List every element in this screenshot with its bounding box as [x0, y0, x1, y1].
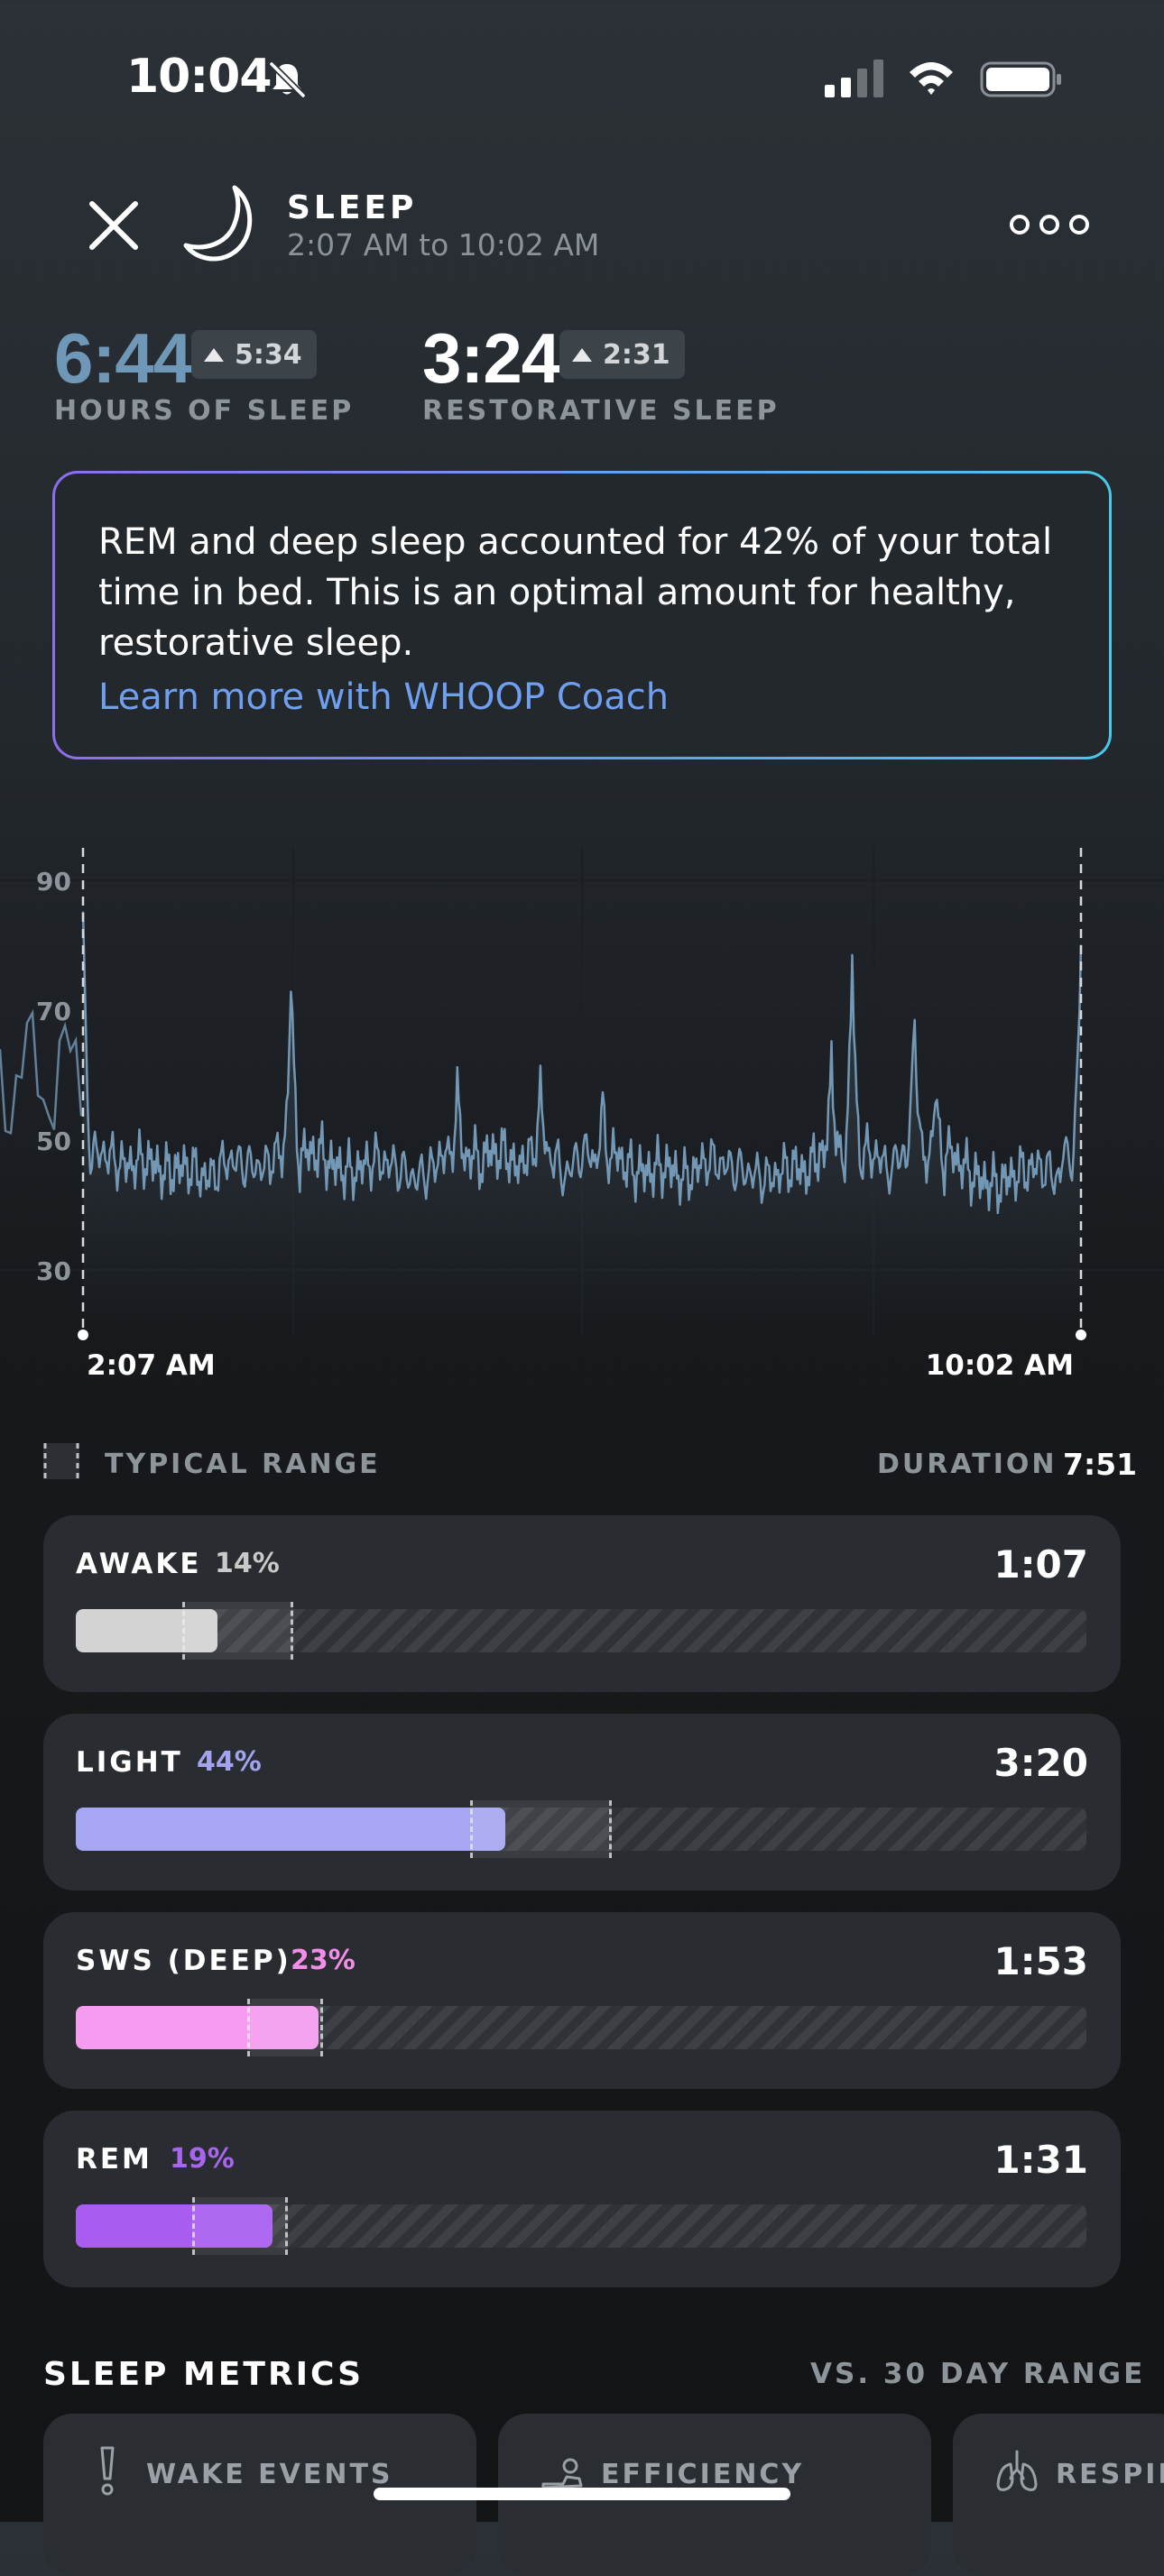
status-time: 10:04 — [126, 50, 273, 104]
hours-delta-value: 5:34 — [235, 338, 302, 371]
up-arrow-icon — [572, 347, 592, 362]
chart-end-time: 10:02 AM — [925, 1349, 1074, 1382]
stage-percent: 23% — [291, 1945, 356, 1976]
restorative-delta-badge: 2:31 — [559, 330, 685, 379]
heart-rate-area — [83, 911, 1081, 1335]
typical-range-marker — [469, 1800, 612, 1858]
restorative-delta-value: 2:31 — [603, 338, 670, 371]
chart-start-time: 2:07 AM — [87, 1349, 216, 1382]
hours-of-sleep-value: 6:44 — [54, 318, 192, 398]
y-tick-label: 50 — [36, 1127, 71, 1156]
metric-label: RESPIR — [1056, 2459, 1164, 2490]
stage-name: AWAKE — [76, 1548, 202, 1580]
stage-bar-fill — [76, 2204, 273, 2248]
metric-label: WAKE EVENTS — [146, 2459, 393, 2490]
end-marker-dot — [1076, 1329, 1086, 1340]
close-icon[interactable] — [85, 197, 143, 254]
hours-of-sleep-label: HOURS OF SLEEP — [54, 395, 355, 427]
wifi-icon — [910, 62, 953, 95]
stage-duration: 3:20 — [993, 1741, 1088, 1785]
stage-bar-fill — [76, 2006, 319, 2049]
typical-range-label: TYPICAL RANGE — [105, 1449, 381, 1480]
stage-name: REM — [76, 2143, 152, 2176]
stage-bar-fill — [76, 1609, 217, 1652]
y-tick-label: 90 — [36, 867, 71, 897]
stage-bar-track — [76, 1609, 1086, 1652]
whoop-coach-link[interactable]: Learn more with WHOOP Coach — [98, 676, 670, 718]
stage-card-rem[interactable]: REM 19% 1:31 — [43, 2111, 1121, 2287]
more-icon[interactable] — [1009, 211, 1090, 238]
bell-slash-icon — [269, 61, 306, 98]
stage-card-awake[interactable]: AWAKE 14% 1:07 — [43, 1515, 1121, 1692]
metric-card-respiratory[interactable]: RESPIR — [953, 2414, 1164, 2576]
stage-bar-track — [76, 2006, 1086, 2049]
typical-range-marker — [181, 1602, 293, 1660]
coach-insight-text: REM and deep sleep accounted for 42% of … — [98, 521, 1053, 664]
stage-card-sws-deep[interactable]: SWS (DEEP) 23% 1:53 — [43, 1912, 1121, 2089]
typical-range-icon — [43, 1443, 79, 1479]
stage-card-light[interactable]: LIGHT 44% 3:20 — [43, 1714, 1121, 1891]
stage-bar-track — [76, 2204, 1086, 2248]
pre-sleep-line — [0, 1008, 83, 1136]
duration-value: 7:51 — [1063, 1447, 1138, 1482]
heart-rate-chart: 90 70 50 30 — [0, 848, 1164, 1340]
page-title: SLEEP — [287, 189, 418, 226]
hours-delta-badge: 5:34 — [191, 330, 317, 379]
duration-label: DURATION — [877, 1449, 1058, 1480]
stage-duration: 1:07 — [993, 1542, 1088, 1587]
metric-label: EFFICIENCY — [601, 2459, 805, 2490]
stage-name: LIGHT — [76, 1746, 183, 1779]
exclamation-icon — [100, 2446, 115, 2496]
stage-percent: 19% — [170, 2143, 235, 2175]
sleep-metrics-subtitle: VS. 30 DAY RANGE — [810, 2358, 1146, 2390]
stage-bar-fill — [76, 1808, 505, 1851]
stage-bar-track — [76, 1808, 1086, 1851]
lungs-icon — [996, 2450, 1038, 2491]
cellular-signal-icon — [825, 60, 883, 97]
stage-duration: 1:53 — [993, 1939, 1088, 1983]
sleep-metrics-title: SLEEP METRICS — [43, 2356, 365, 2393]
typical-range-marker — [247, 1999, 324, 2056]
stage-name: SWS (DEEP) — [76, 1945, 291, 1977]
up-arrow-icon — [204, 347, 224, 362]
home-indicator[interactable] — [374, 2488, 790, 2500]
start-marker-dot — [78, 1329, 88, 1340]
heart-rate-line — [81, 911, 1083, 1215]
restorative-sleep-label: RESTORATIVE SLEEP — [422, 395, 780, 427]
y-tick-label: 70 — [36, 997, 71, 1026]
stage-percent: 44% — [197, 1746, 262, 1778]
restorative-sleep-value: 3:24 — [422, 318, 560, 398]
stage-percent: 14% — [215, 1548, 280, 1579]
y-tick-label: 30 — [36, 1256, 71, 1286]
typical-range-swatch — [43, 1443, 79, 1479]
moon-icon — [183, 185, 253, 262]
stage-duration: 1:31 — [993, 2138, 1088, 2182]
battery-icon — [980, 61, 1061, 97]
coach-insight-card: REM and deep sleep accounted for 42% of … — [52, 471, 1112, 759]
sleep-time-range: 2:07 AM to 10:02 AM — [287, 227, 600, 262]
typical-range-marker — [191, 2197, 289, 2255]
